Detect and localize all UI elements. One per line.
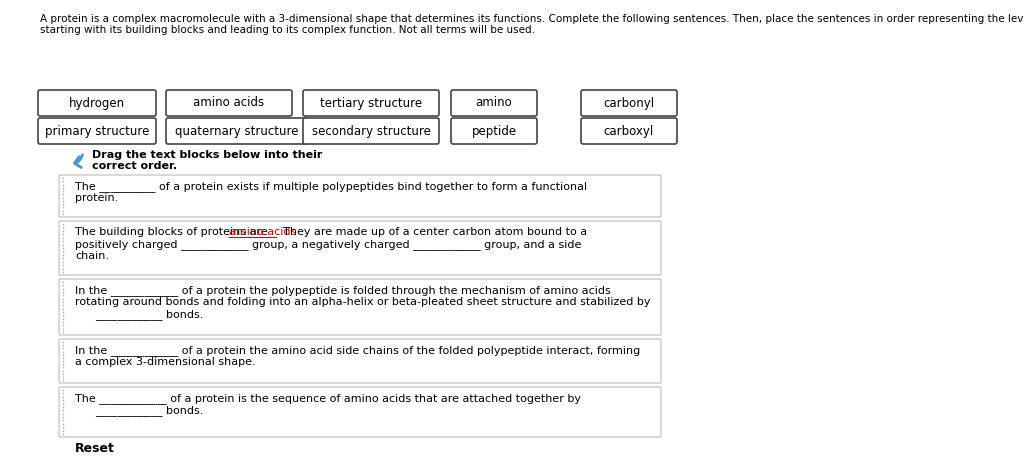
FancyBboxPatch shape — [166, 118, 308, 144]
Text: The __________ of a protein exists if multiple polypeptides bind together to for: The __________ of a protein exists if mu… — [75, 181, 587, 192]
Text: amino: amino — [475, 97, 512, 109]
Text: A protein is a complex macromolecule with a 3-dimensional shape that determines : A protein is a complex macromolecule wit… — [40, 14, 1024, 24]
FancyBboxPatch shape — [581, 90, 677, 116]
Text: protein.: protein. — [75, 193, 118, 203]
Text: chain.: chain. — [75, 251, 109, 261]
FancyBboxPatch shape — [451, 118, 537, 144]
FancyBboxPatch shape — [303, 90, 439, 116]
Text: starting with its building blocks and leading to its complex function. Not all t: starting with its building blocks and le… — [40, 25, 535, 35]
Text: rotating around bonds and folding into an alpha-helix or beta-pleated sheet stru: rotating around bonds and folding into a… — [75, 297, 650, 307]
Text: The ____________ of a protein is the sequence of amino acids that are attached t: The ____________ of a protein is the seq… — [75, 393, 581, 404]
FancyBboxPatch shape — [38, 118, 156, 144]
Text: quaternary structure: quaternary structure — [175, 124, 299, 138]
Text: amino acids: amino acids — [229, 227, 296, 237]
FancyBboxPatch shape — [38, 90, 156, 116]
Text: correct order.: correct order. — [92, 161, 177, 171]
Text: Drag the text blocks below into their: Drag the text blocks below into their — [92, 150, 323, 160]
Text: a complex 3-dimensional shape.: a complex 3-dimensional shape. — [75, 357, 256, 367]
FancyBboxPatch shape — [166, 90, 292, 116]
Text: ____________ bonds.: ____________ bonds. — [95, 309, 204, 320]
Text: ____________ bonds.: ____________ bonds. — [95, 405, 204, 416]
Text: Reset: Reset — [75, 442, 115, 455]
FancyBboxPatch shape — [303, 118, 439, 144]
Text: primary structure: primary structure — [45, 124, 150, 138]
Text: peptide: peptide — [471, 124, 516, 138]
Text: tertiary structure: tertiary structure — [319, 97, 422, 109]
Text: In the ____________ of a protein the polypeptide is folded through the mechanism: In the ____________ of a protein the pol… — [75, 285, 610, 296]
Text: In the ____________ of a protein the amino acid side chains of the folded polype: In the ____________ of a protein the ami… — [75, 345, 640, 356]
Text: positively charged ____________ group, a negatively charged ____________ group, : positively charged ____________ group, a… — [75, 239, 582, 250]
Text: amino acids: amino acids — [194, 97, 264, 109]
Text: carbonyl: carbonyl — [603, 97, 654, 109]
FancyBboxPatch shape — [59, 387, 662, 437]
FancyBboxPatch shape — [451, 90, 537, 116]
FancyBboxPatch shape — [581, 118, 677, 144]
Text: . They are made up of a center carbon atom bound to a: . They are made up of a center carbon at… — [276, 227, 588, 237]
FancyBboxPatch shape — [59, 175, 662, 217]
FancyBboxPatch shape — [59, 339, 662, 383]
FancyBboxPatch shape — [59, 221, 662, 275]
FancyBboxPatch shape — [59, 279, 662, 335]
Text: carboxyl: carboxyl — [604, 124, 654, 138]
Text: hydrogen: hydrogen — [69, 97, 125, 109]
Text: The building blocks of proteins are: The building blocks of proteins are — [75, 227, 271, 237]
Text: secondary structure: secondary structure — [311, 124, 430, 138]
FancyArrowPatch shape — [75, 155, 82, 168]
